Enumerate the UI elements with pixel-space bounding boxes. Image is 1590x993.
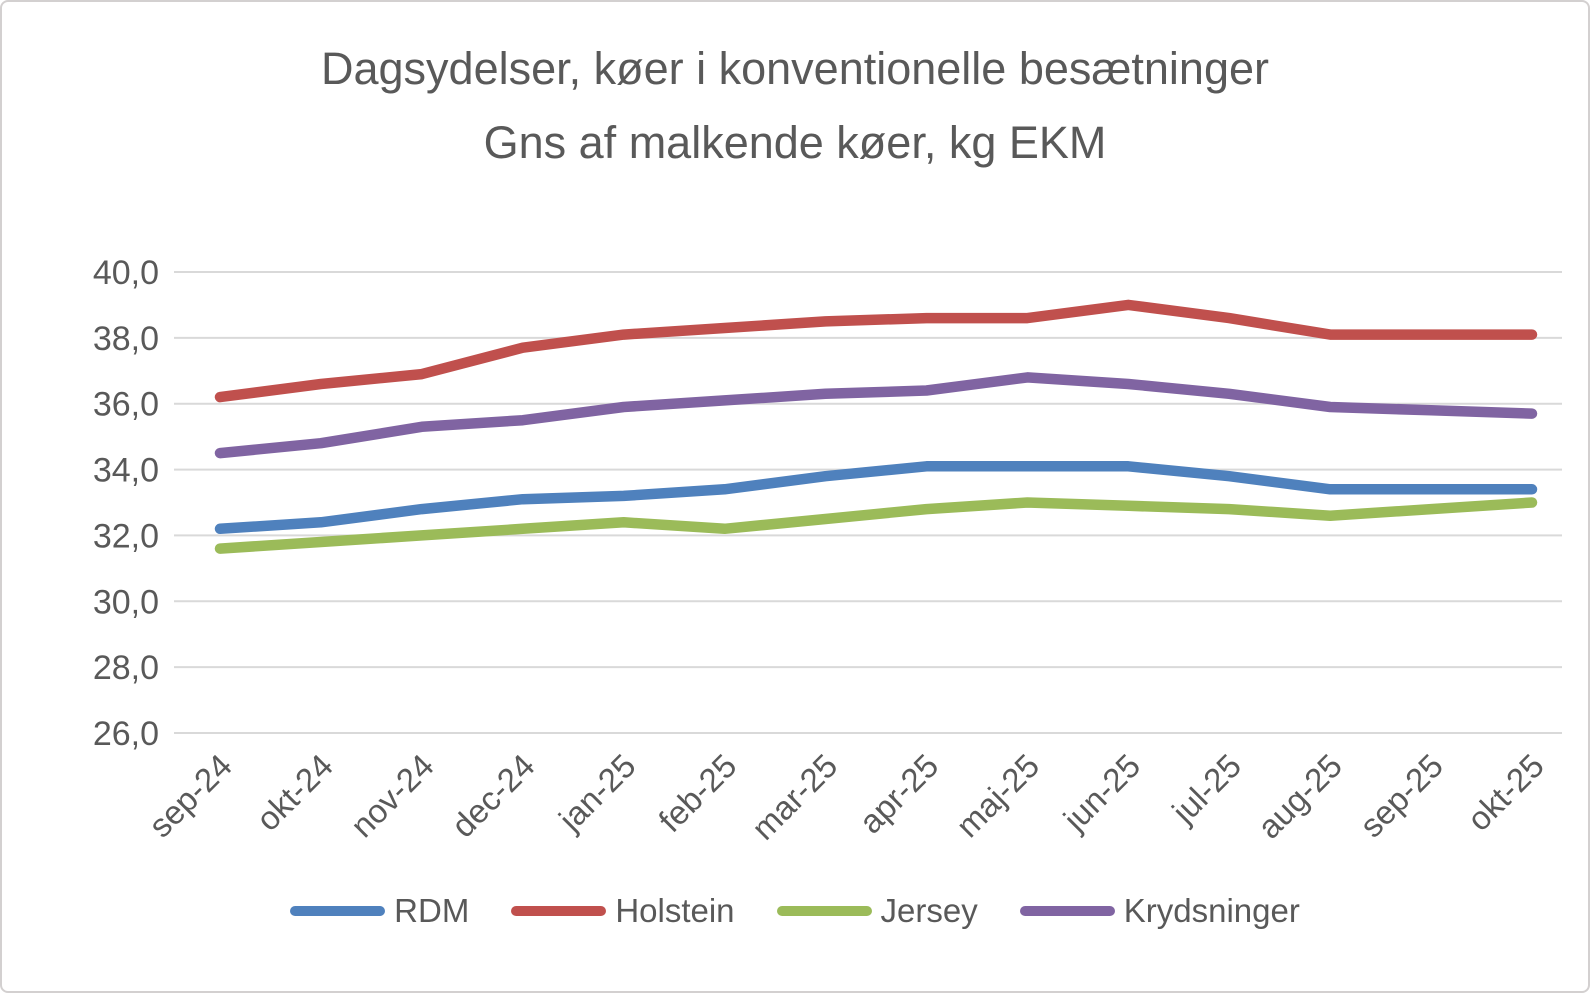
x-axis-label: sep-24 bbox=[141, 747, 239, 845]
x-axis-label: jul-25 bbox=[1164, 747, 1248, 831]
x-axis-label: dec-24 bbox=[444, 747, 542, 845]
legend-label-holstein: Holstein bbox=[615, 892, 735, 929]
y-axis-label: 26,0 bbox=[93, 715, 159, 753]
x-axis-label: jan-25 bbox=[551, 747, 643, 839]
x-axis-label: mar-25 bbox=[744, 747, 844, 847]
legend-swatch-krydsninger bbox=[1019, 906, 1115, 916]
legend-label-krydsninger: Krydsninger bbox=[1123, 892, 1300, 929]
series-line-holstein bbox=[214, 299, 1538, 403]
chart-legend: RDM Holstein Jersey Krydsninger bbox=[2, 892, 1588, 930]
legend-label-jersey: Jersey bbox=[880, 892, 978, 929]
y-axis-label: 40,0 bbox=[93, 254, 159, 292]
x-axis-label: aug-25 bbox=[1250, 747, 1349, 846]
legend-item-krydsninger: Krydsninger bbox=[1019, 892, 1300, 930]
series-line-krydsninger bbox=[214, 372, 1538, 459]
x-axis-label: feb-25 bbox=[651, 747, 743, 839]
legend-item-jersey: Jersey bbox=[776, 892, 978, 930]
legend-swatch-jersey bbox=[776, 906, 872, 916]
x-axis-label: jun-25 bbox=[1056, 747, 1148, 839]
legend-swatch-holstein bbox=[511, 906, 607, 916]
x-axis-label: okt-24 bbox=[249, 747, 340, 838]
legend-item-holstein: Holstein bbox=[511, 892, 735, 930]
legend-item-rdm: RDM bbox=[290, 892, 469, 930]
y-axis-label: 38,0 bbox=[93, 320, 159, 358]
y-axis-label: 34,0 bbox=[93, 452, 159, 490]
series-line-rdm bbox=[214, 461, 1538, 535]
x-axis-label: sep-25 bbox=[1353, 747, 1451, 845]
series-line-jersey bbox=[214, 497, 1538, 554]
legend-swatch-rdm bbox=[290, 906, 386, 916]
y-axis-label: 36,0 bbox=[93, 386, 159, 424]
y-axis-label: 32,0 bbox=[93, 517, 159, 555]
x-axis-label: nov-24 bbox=[343, 747, 441, 845]
x-axis-label: okt-25 bbox=[1460, 747, 1551, 838]
y-axis-label: 30,0 bbox=[93, 583, 159, 621]
legend-label-rdm: RDM bbox=[394, 892, 470, 929]
x-axis-label: maj-25 bbox=[949, 747, 1046, 844]
x-axis-label: apr-25 bbox=[852, 747, 946, 841]
y-axis-label: 28,0 bbox=[93, 649, 159, 687]
